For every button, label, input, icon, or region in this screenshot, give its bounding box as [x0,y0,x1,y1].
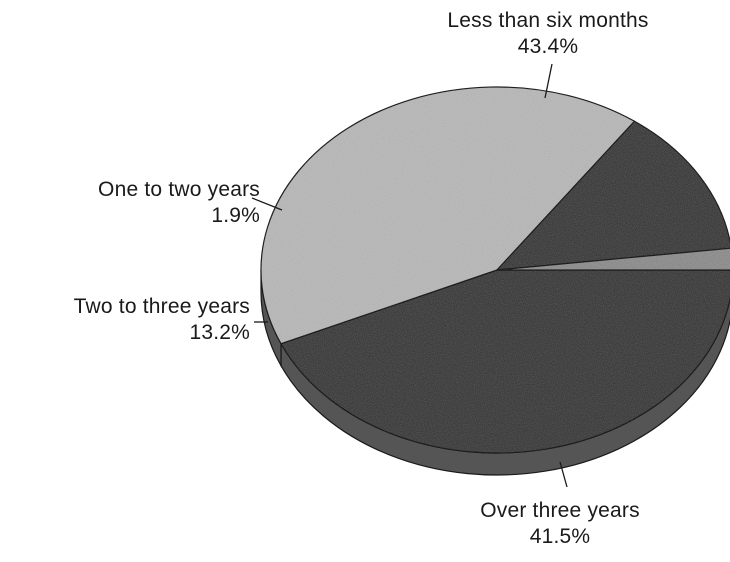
pie-slice-two-to-three-years [495,120,730,271]
slice-label-two-to-three-years: Two to three years 13.2% [0,294,250,346]
slice-percent: 13.2% [189,321,250,344]
pie-slice-texture [497,121,730,270]
slice-name: Two to three years [73,295,250,318]
pie-slice-over-three-years [260,86,636,345]
slice-name: Over three years [480,499,640,522]
slice-label-over-three-years: Over three years 41.5% [430,498,690,550]
pie-slice-less-than-six-months [280,269,730,454]
pie-slice-texture [261,86,635,344]
leader-line [251,197,283,211]
pie-slice-texture [281,270,730,453]
pie-slice-texture [497,248,730,270]
slice-percent: 43.4% [517,35,579,58]
slice-percent: 1.9% [211,204,260,227]
slice-label-less-than-six-months: Less than six months 43.4% [418,8,678,60]
slice-percent: 41.5% [529,525,591,548]
slice-name: One to two years [98,178,260,201]
slice-label-one-to-two-years: One to two years 1.9% [30,177,260,229]
leader-line [559,461,568,488]
slice-name: Less than six months [447,9,649,32]
leader-line [544,63,553,99]
pie-slice-one-to-two-years [496,247,730,271]
